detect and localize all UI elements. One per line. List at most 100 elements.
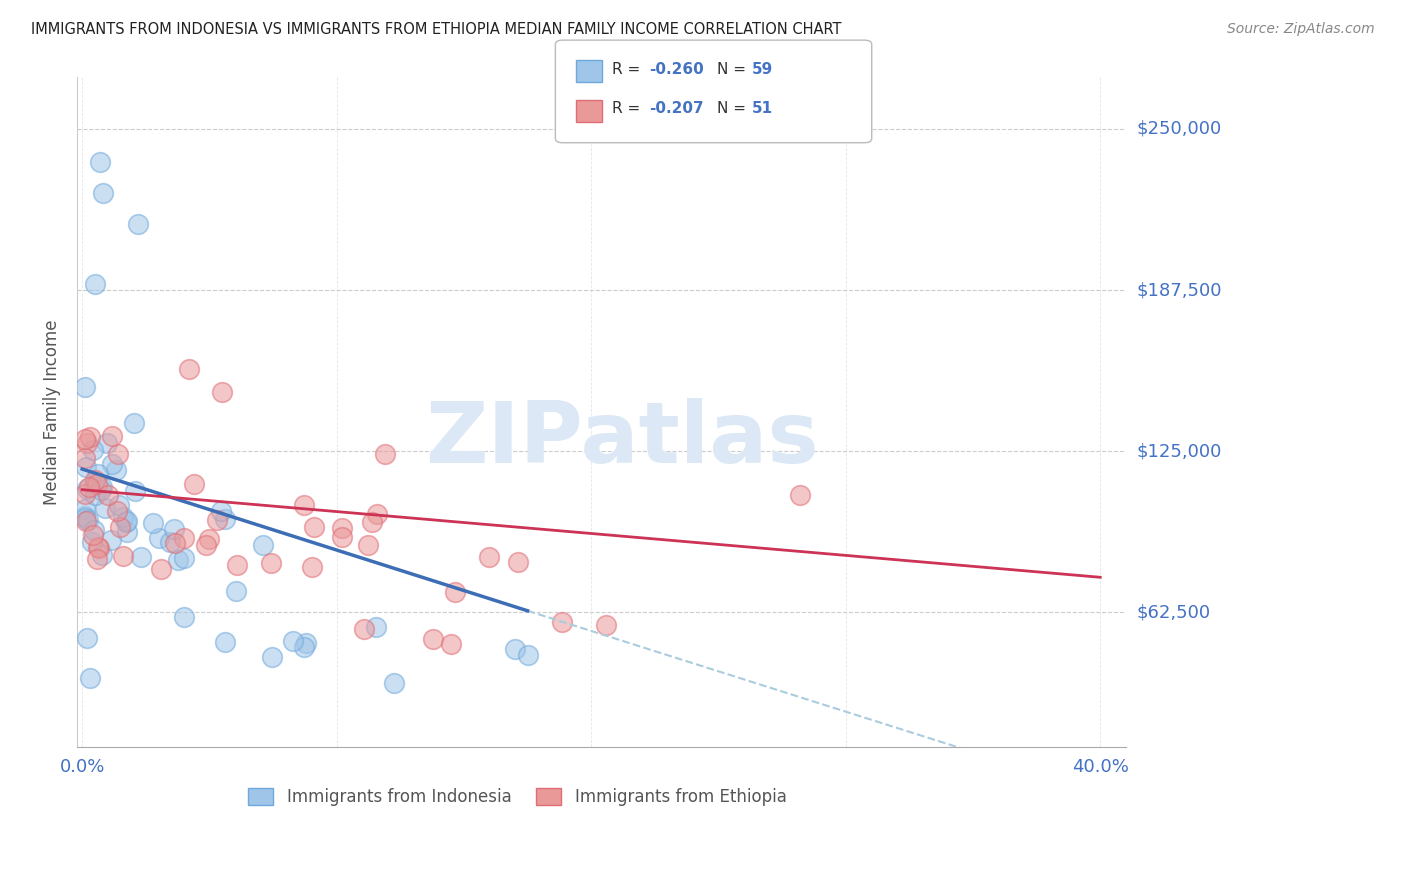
Point bbox=[366, 508, 388, 522]
Point bbox=[83, 523, 105, 537]
Point bbox=[73, 432, 96, 446]
Point bbox=[225, 558, 247, 572]
Point bbox=[73, 508, 96, 523]
Point bbox=[86, 552, 108, 566]
Point bbox=[516, 648, 538, 662]
Text: R =: R = bbox=[612, 102, 645, 116]
Point bbox=[214, 512, 236, 526]
Point bbox=[115, 514, 138, 528]
Y-axis label: Median Family Income: Median Family Income bbox=[44, 319, 60, 505]
Point bbox=[330, 530, 353, 544]
Point bbox=[150, 562, 173, 576]
Point bbox=[173, 610, 195, 624]
Point bbox=[91, 480, 114, 494]
Point bbox=[478, 549, 501, 564]
Point bbox=[292, 498, 315, 512]
Point bbox=[173, 531, 195, 545]
Point bbox=[360, 515, 382, 529]
Point bbox=[89, 155, 111, 169]
Point bbox=[209, 504, 232, 518]
Point bbox=[105, 463, 128, 477]
Point bbox=[89, 483, 111, 498]
Point bbox=[101, 428, 124, 442]
Text: 51: 51 bbox=[752, 102, 773, 116]
Point bbox=[82, 442, 104, 457]
Text: N =: N = bbox=[717, 102, 751, 116]
Point bbox=[100, 533, 122, 547]
Text: ZIPatlas: ZIPatlas bbox=[426, 398, 820, 481]
Point bbox=[167, 553, 190, 567]
Point bbox=[374, 446, 396, 460]
Point bbox=[183, 477, 205, 491]
Point bbox=[73, 487, 96, 501]
Point bbox=[79, 480, 101, 494]
Point bbox=[93, 501, 115, 516]
Text: $62,500: $62,500 bbox=[1137, 603, 1211, 621]
Point bbox=[75, 514, 97, 528]
Point bbox=[73, 510, 96, 524]
Point bbox=[84, 473, 107, 487]
Point bbox=[90, 548, 112, 562]
Point bbox=[97, 488, 120, 502]
Point bbox=[76, 436, 98, 450]
Point bbox=[198, 533, 221, 547]
Point bbox=[111, 509, 134, 524]
Text: $187,500: $187,500 bbox=[1137, 281, 1222, 299]
Point bbox=[225, 583, 247, 598]
Point bbox=[252, 538, 274, 552]
Point bbox=[83, 479, 105, 493]
Point bbox=[595, 618, 617, 632]
Text: -0.260: -0.260 bbox=[650, 62, 704, 77]
Point bbox=[122, 416, 145, 430]
Point bbox=[129, 549, 152, 564]
Point bbox=[366, 620, 388, 634]
Point bbox=[108, 498, 131, 512]
Legend: Immigrants from Indonesia, Immigrants from Ethiopia: Immigrants from Indonesia, Immigrants fr… bbox=[242, 781, 793, 813]
Point bbox=[789, 488, 811, 502]
Point bbox=[302, 520, 325, 534]
Point bbox=[173, 551, 195, 566]
Point bbox=[127, 217, 149, 231]
Point bbox=[76, 513, 98, 527]
Point bbox=[353, 622, 375, 636]
Point bbox=[281, 634, 304, 648]
Point bbox=[115, 525, 138, 540]
Point bbox=[163, 522, 186, 536]
Point bbox=[165, 536, 187, 550]
Point bbox=[82, 535, 104, 549]
Point bbox=[159, 534, 181, 549]
Point bbox=[260, 649, 283, 664]
Point bbox=[440, 637, 463, 651]
Point bbox=[194, 538, 217, 552]
Point bbox=[73, 380, 96, 394]
Point bbox=[83, 488, 105, 502]
Text: N =: N = bbox=[717, 62, 751, 77]
Point bbox=[330, 520, 353, 534]
Point bbox=[73, 502, 96, 516]
Point bbox=[207, 513, 229, 527]
Text: IMMIGRANTS FROM INDONESIA VS IMMIGRANTS FROM ETHIOPIA MEDIAN FAMILY INCOME CORRE: IMMIGRANTS FROM INDONESIA VS IMMIGRANTS … bbox=[31, 22, 841, 37]
Point bbox=[108, 520, 131, 534]
Text: 59: 59 bbox=[752, 62, 773, 77]
Point bbox=[142, 516, 165, 530]
Point bbox=[76, 632, 98, 646]
Point bbox=[112, 549, 135, 564]
Point bbox=[295, 636, 318, 650]
Point bbox=[86, 477, 108, 491]
Point bbox=[422, 632, 444, 647]
Point bbox=[76, 482, 98, 496]
Text: R =: R = bbox=[612, 62, 645, 77]
Point bbox=[444, 584, 467, 599]
Point bbox=[84, 277, 107, 291]
Point bbox=[260, 557, 283, 571]
Point bbox=[79, 430, 101, 444]
Text: $125,000: $125,000 bbox=[1137, 442, 1222, 460]
Point bbox=[115, 515, 138, 529]
Point bbox=[82, 528, 104, 542]
Text: -0.207: -0.207 bbox=[650, 102, 704, 116]
Point bbox=[177, 361, 200, 376]
Point bbox=[105, 504, 128, 518]
Point bbox=[124, 483, 146, 498]
Point bbox=[551, 615, 574, 630]
Point bbox=[87, 467, 110, 481]
